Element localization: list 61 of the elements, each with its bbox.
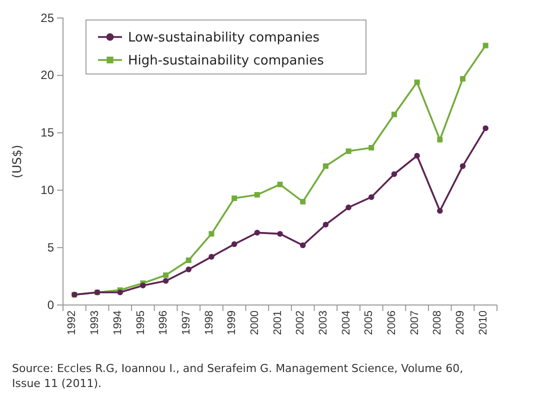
point	[186, 257, 192, 263]
x-tick-label: 2002	[294, 310, 307, 335]
point	[460, 163, 466, 169]
x-tick-label: 2005	[363, 310, 376, 335]
y-axis-title: (US$)	[10, 144, 24, 178]
point	[368, 144, 374, 150]
point	[254, 230, 260, 236]
point	[163, 272, 169, 278]
x-tick-label: 1993	[89, 310, 102, 335]
point	[140, 282, 146, 288]
x-tick-label: 1996	[158, 310, 170, 335]
point	[391, 171, 398, 177]
x-tick-label: 2009	[454, 310, 467, 335]
x-tick-label: 2008	[432, 310, 444, 335]
x-tick-label: 1995	[134, 310, 147, 335]
point	[300, 242, 306, 248]
x-tick-label: 2007	[408, 310, 421, 335]
point	[117, 290, 123, 296]
source-note: Source: Eccles R.G, Ioannou I., and Serafeim G. Management Science, Volume 60, Issue 11 (2011).	[12, 362, 464, 390]
y-tick-label: 0	[47, 298, 54, 312]
point	[231, 241, 238, 248]
x-tick-label: 2006	[386, 310, 398, 335]
point	[437, 208, 443, 214]
point	[254, 192, 260, 198]
x-tick-label: 2003	[317, 310, 330, 335]
point	[482, 125, 488, 132]
y-tick-label: 25	[40, 10, 54, 25]
point	[208, 231, 214, 237]
point	[322, 222, 329, 228]
y-tick-label: 5	[47, 240, 54, 254]
point	[414, 80, 420, 86]
point	[368, 194, 374, 200]
point	[300, 198, 306, 204]
point	[232, 195, 238, 201]
point	[391, 112, 397, 118]
legend-label: Low-sustainability companies	[128, 30, 320, 46]
legend-label: High-sustainability companies	[128, 54, 324, 69]
point	[346, 204, 352, 210]
x-tick-label: 1999	[226, 310, 238, 335]
point	[322, 163, 328, 169]
point	[277, 230, 283, 237]
point	[437, 136, 443, 142]
y-tick-label: 15	[40, 126, 54, 140]
x-tick-label: 2001	[272, 310, 284, 335]
x-tick-label: 1997	[180, 310, 192, 335]
x-tick-label: 1992	[66, 310, 78, 335]
x-tick-label: 1994	[112, 310, 124, 335]
x-tick-label: 2004	[340, 310, 352, 335]
y-tick-label: 10	[40, 183, 54, 198]
x-tick-label: 1998	[203, 310, 216, 335]
y-tick-label: 20	[40, 68, 54, 82]
x-tick-label: 2010	[477, 310, 490, 335]
x-tick-label: 2000	[248, 310, 261, 335]
point	[208, 254, 214, 260]
point	[482, 42, 488, 48]
point	[460, 76, 466, 82]
point	[414, 152, 420, 159]
point	[277, 182, 283, 188]
point	[346, 148, 352, 154]
point	[162, 278, 169, 284]
point	[186, 266, 192, 272]
